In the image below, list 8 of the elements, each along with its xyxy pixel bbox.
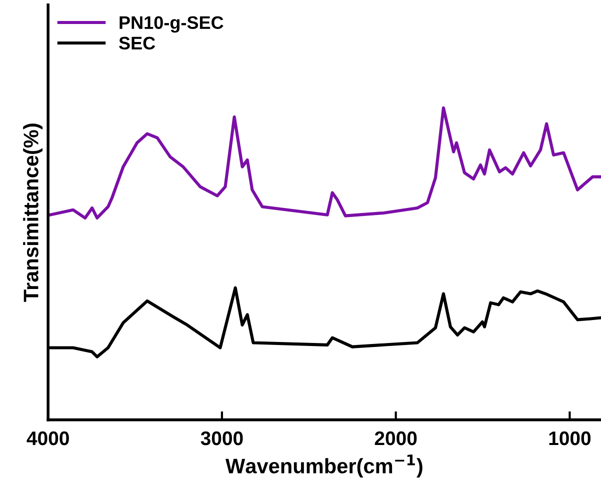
legend-label: SEC [119,36,156,50]
legend-label: PN10-g-SEC [120,16,224,33]
x-tick-label: 1000 [549,431,591,446]
x-axis-title: Wavenumber(cm$^{−1}$) [225,454,422,478]
x-tick-label: 2000 [374,431,417,446]
x-tick-label: 3000 [200,431,243,446]
x-tick-label: 4000 [26,431,69,446]
y-axis-title: Transimittance(%) [23,124,43,302]
